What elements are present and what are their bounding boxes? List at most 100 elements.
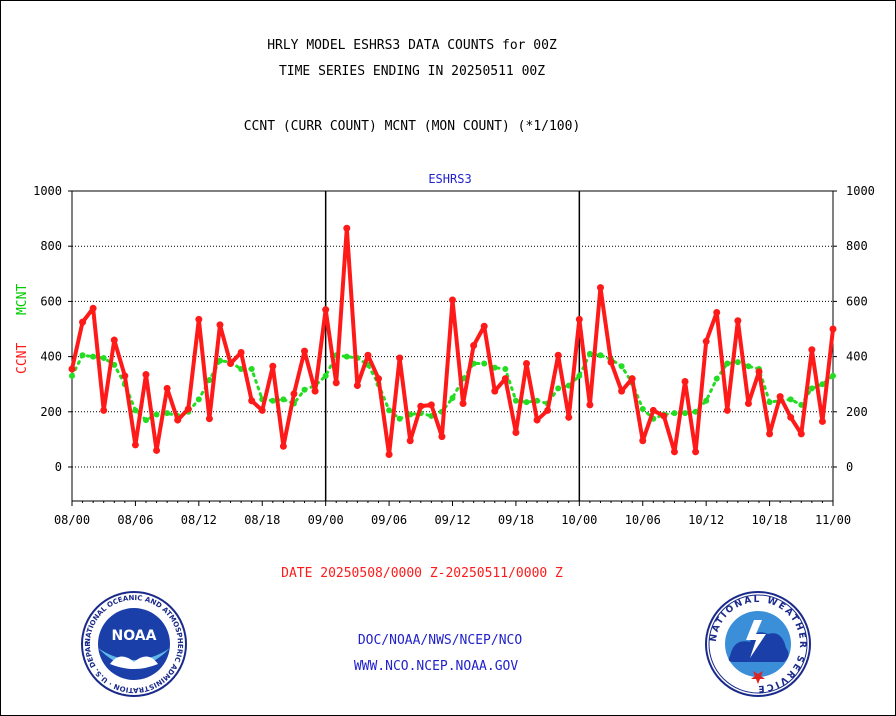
- point-ccnt: [311, 387, 319, 395]
- point-ccnt: [227, 360, 235, 367]
- point-ccnt: [723, 406, 731, 414]
- x-tick-label: 08/00: [54, 513, 90, 527]
- x-tick-label: 10/18: [752, 513, 788, 527]
- point-ccnt: [660, 412, 668, 420]
- point-ccnt: [174, 416, 182, 424]
- point-mcnt: [386, 407, 393, 414]
- point-ccnt: [290, 390, 298, 398]
- x-tick-label: 10/12: [688, 513, 724, 527]
- point-ccnt: [385, 451, 393, 459]
- point-mcnt: [671, 410, 678, 417]
- point-mcnt: [808, 385, 815, 392]
- x-tick-label: 08/18: [244, 513, 280, 527]
- point-ccnt: [248, 397, 256, 405]
- point-ccnt: [364, 351, 372, 359]
- y-tick-label-right: 0: [846, 460, 853, 474]
- point-mcnt: [682, 410, 689, 417]
- x-tick-label: 08/06: [117, 513, 153, 527]
- point-mcnt: [512, 397, 519, 404]
- point-ccnt: [142, 371, 150, 379]
- point-mcnt: [502, 366, 509, 373]
- panel-title: ESHRS3: [428, 172, 472, 186]
- point-ccnt: [829, 325, 837, 333]
- date-range: DATE 20250508/0000 Z-20250511/0000 Z: [281, 566, 563, 581]
- noaa-logo-text: NOAA: [112, 628, 157, 644]
- point-ccnt: [565, 413, 573, 421]
- point-mcnt: [703, 397, 710, 404]
- point-mcnt: [90, 353, 97, 360]
- point-mcnt: [819, 381, 826, 388]
- point-ccnt: [195, 315, 203, 323]
- x-tick-label: 08/12: [181, 513, 217, 527]
- y-tick-label-left: 1000: [33, 184, 62, 198]
- y-tick-label-right: 200: [846, 405, 868, 419]
- point-mcnt: [597, 352, 604, 359]
- x-tick-label: 09/18: [498, 513, 534, 527]
- point-mcnt: [618, 363, 625, 370]
- point-ccnt: [639, 437, 647, 445]
- x-tick-label: 10/06: [625, 513, 661, 527]
- point-mcnt: [142, 417, 149, 424]
- point-mcnt: [132, 407, 139, 414]
- point-ccnt: [375, 375, 383, 383]
- point-ccnt: [618, 387, 626, 395]
- x-tick-label: 09/00: [308, 513, 344, 527]
- point-mcnt: [396, 415, 403, 422]
- y-tick-label-right: 600: [846, 294, 868, 308]
- point-mcnt: [100, 354, 107, 361]
- point-ccnt: [755, 368, 763, 376]
- nws-logo: NATIONAL WEATHER SERVICE: [705, 591, 811, 697]
- noaa-logo: NATIONAL OCEANIC AND ATMOSPHERIC ADMINIS…: [80, 590, 187, 697]
- point-ccnt: [596, 284, 604, 292]
- title-line-2: TIME SERIES ENDING IN 20250511 00Z: [278, 64, 546, 79]
- x-tick-label: 09/06: [371, 513, 407, 527]
- point-ccnt: [301, 347, 309, 355]
- point-ccnt: [575, 315, 583, 323]
- point-mcnt: [766, 399, 773, 406]
- point-mcnt: [280, 396, 287, 403]
- point-ccnt: [89, 304, 97, 312]
- point-ccnt: [343, 224, 351, 232]
- y-tick-label-left: 800: [40, 239, 62, 253]
- point-ccnt: [216, 321, 224, 329]
- point-mcnt: [734, 359, 741, 366]
- point-ccnt: [776, 393, 784, 401]
- y-tick-label-right: 400: [846, 350, 868, 364]
- point-ccnt: [702, 337, 710, 345]
- point-ccnt: [766, 430, 774, 438]
- point-mcnt: [322, 372, 329, 379]
- point-ccnt: [670, 448, 678, 456]
- point-mcnt: [164, 410, 171, 417]
- point-ccnt: [649, 406, 657, 414]
- point-ccnt: [131, 441, 139, 449]
- point-ccnt: [121, 372, 129, 380]
- y-tick-label-left: 600: [40, 294, 62, 308]
- point-ccnt: [163, 384, 171, 392]
- point-mcnt: [586, 350, 593, 357]
- org-line: DOC/NOAA/NWS/NCEP/NCO: [357, 633, 523, 648]
- point-ccnt: [449, 296, 456, 304]
- subtitle: CCNT (CURR COUNT) MCNT (MON COUNT) (*1/1…: [243, 119, 581, 134]
- point-mcnt: [481, 360, 488, 367]
- point-ccnt: [332, 379, 340, 387]
- point-ccnt: [554, 351, 562, 359]
- point-ccnt: [734, 317, 742, 325]
- point-mcnt: [724, 360, 731, 367]
- point-ccnt: [237, 348, 245, 356]
- point-ccnt: [501, 375, 509, 383]
- y-tick-label-right: 1000: [846, 184, 875, 198]
- x-tick-label: 10/00: [561, 513, 597, 527]
- point-mcnt: [269, 397, 276, 404]
- point-ccnt: [438, 433, 446, 441]
- point-ccnt: [68, 365, 76, 373]
- point-mcnt: [301, 386, 308, 393]
- point-ccnt: [522, 360, 530, 367]
- point-ccnt: [353, 382, 361, 390]
- point-mcnt: [216, 357, 223, 364]
- point-mcnt: [79, 352, 86, 359]
- x-tick-label: 11/00: [815, 513, 851, 527]
- point-ccnt: [406, 437, 414, 445]
- point-ccnt: [258, 406, 266, 414]
- point-mcnt: [343, 353, 350, 360]
